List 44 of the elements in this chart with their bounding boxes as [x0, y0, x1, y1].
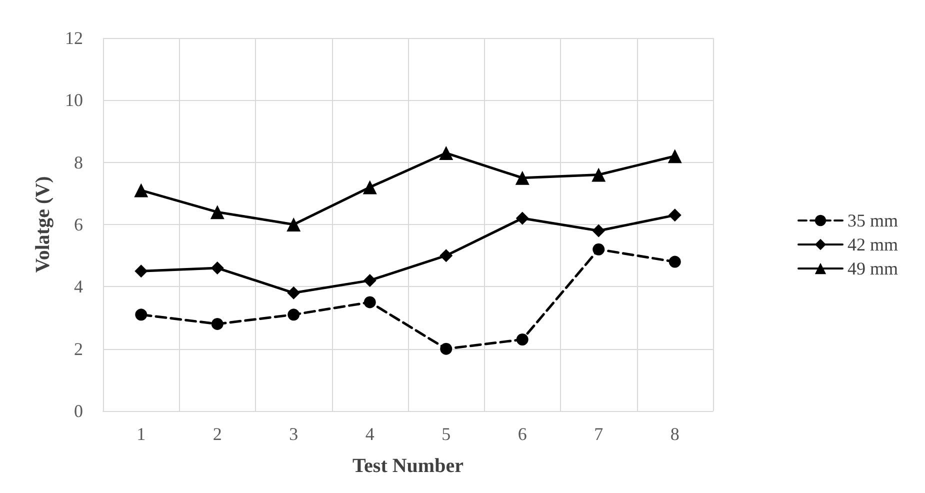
y-tick-label: 2 — [74, 338, 83, 359]
point — [592, 243, 605, 256]
x-axis-title: Test Number — [352, 455, 464, 477]
point — [135, 308, 148, 321]
x-tick-label: 6 — [518, 424, 527, 444]
x-tick-label: 4 — [365, 424, 374, 444]
y-tick-label: 6 — [74, 214, 83, 234]
point — [362, 180, 377, 194]
y-tick-label: 0 — [74, 401, 83, 421]
x-tick-label: 8 — [670, 424, 680, 444]
point — [288, 308, 300, 321]
point — [211, 318, 224, 330]
point — [287, 286, 300, 300]
point — [668, 149, 682, 164]
point — [286, 218, 301, 232]
y-tick-label: 10 — [65, 90, 83, 110]
point — [592, 224, 606, 238]
x-tick-label: 1 — [136, 424, 146, 444]
point — [364, 296, 376, 308]
point — [516, 212, 529, 225]
y-tick-label: 4 — [74, 276, 83, 297]
point — [440, 342, 452, 355]
x-tick-label: 5 — [442, 424, 451, 444]
point — [363, 274, 376, 287]
x-tick-label: 2 — [212, 424, 222, 444]
point — [439, 146, 454, 160]
y-tick-label: 12 — [65, 28, 83, 48]
point — [134, 183, 148, 198]
legend-label: 49 mm — [848, 258, 898, 278]
point — [210, 205, 224, 220]
legend-label: 35 mm — [848, 210, 898, 230]
point — [668, 256, 681, 268]
point — [440, 249, 453, 262]
x-tick-label: 3 — [289, 424, 298, 444]
point — [515, 170, 530, 185]
point — [210, 262, 224, 275]
x-tick-label: 7 — [594, 424, 604, 444]
point — [592, 168, 606, 182]
point — [516, 334, 528, 346]
y-tick-label: 8 — [74, 152, 83, 172]
point — [134, 264, 148, 278]
point — [668, 208, 682, 222]
y-axis-title: Volatge (V) — [32, 176, 54, 273]
legend-label: 42 mm — [848, 234, 898, 254]
